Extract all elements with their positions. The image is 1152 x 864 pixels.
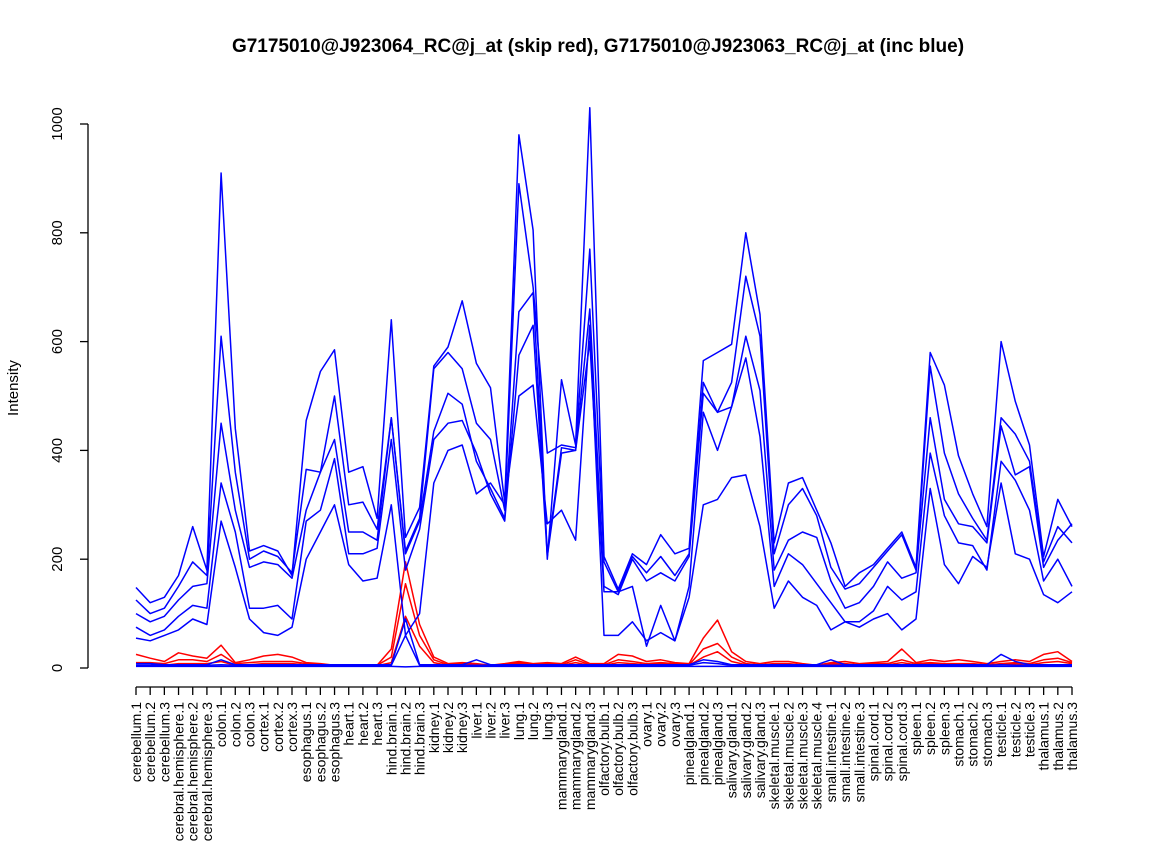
series-line-inc-6 <box>136 634 1072 667</box>
x-tick-label: cerebellum.3 <box>156 702 172 782</box>
x-tick-label: ovary.2 <box>653 702 669 747</box>
x-tick-label: small.intestine.2 <box>837 702 853 803</box>
x-tick-label: pinealgland.3 <box>709 702 725 786</box>
x-tick-label: cerebral.hemisphere.3 <box>199 702 215 842</box>
x-tick-label: esophagus.1 <box>298 702 314 782</box>
series-line-inc-7 <box>136 665 1072 668</box>
x-tick-label: stomach.2 <box>965 702 981 767</box>
x-tick-label: spinal.cord.1 <box>865 702 881 782</box>
x-tick-label: cortex.3 <box>284 702 300 752</box>
x-tick-label: colon.2 <box>227 702 243 747</box>
y-axis: 0 200 400 600 800 1000 <box>49 107 89 672</box>
x-tick-label: colon.1 <box>213 702 229 747</box>
x-tick-label: cerebellum.2 <box>142 702 158 782</box>
x-tick-label: lung.2 <box>525 702 541 740</box>
x-tick-label: testicle.2 <box>1007 702 1023 757</box>
x-tick-label: spinal.cord.2 <box>880 702 896 782</box>
x-tick-label: thalamus.1 <box>1036 702 1052 771</box>
x-tick-label: olfactory.bulb.1 <box>596 702 612 796</box>
x-tick-label: spleen.1 <box>908 702 924 755</box>
x-tick-label: ovary.1 <box>639 702 655 747</box>
x-tick-label: cortex.1 <box>256 702 272 752</box>
y-tick-label: 800 <box>49 220 66 245</box>
x-tick-label: salivary.gland.1 <box>724 702 740 798</box>
y-tick-label: 0 <box>49 664 66 672</box>
x-tick-label: testicle.3 <box>1021 702 1037 757</box>
series-line-inc-3 <box>135 324 1073 647</box>
series-line-inc-1 <box>135 183 1073 615</box>
x-tick-label: colon.3 <box>241 702 257 747</box>
x-tick-label: olfactory.bulb.2 <box>610 702 626 796</box>
x-tick-label: small.intestine.1 <box>823 702 839 803</box>
x-tick-label: stomach.1 <box>951 702 967 767</box>
x-tick-label: liver.2 <box>483 702 499 739</box>
x-tick-label: kidney.2 <box>440 702 456 753</box>
x-tick-label: small.intestine.3 <box>851 702 867 803</box>
x-tick-label: olfactory.bulb.3 <box>624 702 640 796</box>
x-tick-label: thalamus.3 <box>1064 702 1080 771</box>
y-tick-label: 1000 <box>49 107 66 140</box>
x-tick-label: hind.brain.3 <box>412 702 428 775</box>
x-tick-label: liver.1 <box>468 702 484 739</box>
x-tick-label: salivary.gland.3 <box>752 702 768 798</box>
x-tick-label: pinealgland.1 <box>681 702 697 786</box>
x-tick-label: spleen.3 <box>936 702 952 755</box>
x-tick-label: stomach.3 <box>979 702 995 767</box>
y-tick-label: 400 <box>49 438 66 463</box>
x-tick-label: mammarygland.1 <box>553 702 569 810</box>
x-axis: cerebellum.1cerebellum.2cerebellum.3cere… <box>128 686 1080 842</box>
x-tick-label: pinealgland.2 <box>695 702 711 786</box>
x-tick-label: hind.brain.1 <box>383 702 399 775</box>
y-axis-label: Intensity <box>5 360 22 416</box>
x-tick-label: heart.2 <box>355 702 371 746</box>
series-line-inc-4 <box>135 324 1073 642</box>
x-tick-label: heart.1 <box>341 702 357 746</box>
series-line-inc-0 <box>135 106 1073 604</box>
x-tick-label: kidney.1 <box>426 702 442 753</box>
x-tick-label: skeletal.muscle.4 <box>809 702 825 810</box>
x-tick-label: heart.3 <box>369 702 385 746</box>
y-tick-label: 600 <box>49 329 66 354</box>
x-tick-label: cerebral.hemisphere.1 <box>171 702 187 842</box>
series-layer <box>135 106 1073 668</box>
x-tick-label: skeletal.muscle.2 <box>780 702 796 810</box>
x-tick-label: mammarygland.3 <box>582 702 598 810</box>
x-tick-label: lung.3 <box>539 702 555 740</box>
x-tick-label: spinal.cord.3 <box>894 702 910 782</box>
x-tick-label: ovary.3 <box>667 702 683 747</box>
x-tick-label: lung.1 <box>511 702 527 740</box>
chart-title: G7175010@J923064_RC@j_at (skip red), G71… <box>232 36 964 57</box>
series-line-skip-8 <box>135 561 1073 667</box>
x-tick-label: liver.3 <box>497 702 513 739</box>
x-tick-label: spleen.2 <box>922 702 938 755</box>
x-tick-label: salivary.gland.2 <box>738 702 754 798</box>
x-tick-label: esophagus.3 <box>327 702 343 782</box>
x-tick-label: skeletal.muscle.1 <box>766 702 782 810</box>
x-tick-label: cerebral.hemisphere.2 <box>185 702 201 842</box>
x-tick-label: testicle.1 <box>993 702 1009 757</box>
x-tick-label: thalamus.2 <box>1050 702 1066 771</box>
x-tick-label: cerebellum.1 <box>128 702 144 782</box>
x-tick-label: kidney.3 <box>454 702 470 753</box>
x-tick-label: skeletal.muscle.3 <box>795 702 811 810</box>
x-tick-label: hind.brain.2 <box>397 702 413 775</box>
x-tick-label: cortex.2 <box>270 702 286 752</box>
x-tick-label: mammarygland.2 <box>568 702 584 810</box>
y-tick-label: 200 <box>49 547 66 572</box>
x-tick-label: esophagus.2 <box>312 702 328 782</box>
